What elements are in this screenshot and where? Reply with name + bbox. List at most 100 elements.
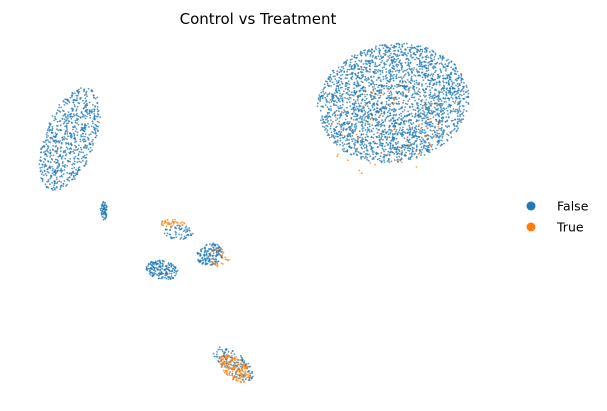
data-point — [54, 174, 57, 176]
data-point — [380, 138, 382, 141]
data-point — [73, 176, 75, 179]
data-point — [381, 119, 383, 121]
data-point — [416, 51, 419, 53]
data-point — [94, 123, 97, 126]
data-point — [363, 147, 366, 149]
data-point — [421, 65, 424, 68]
data-point — [201, 257, 204, 260]
data-point — [354, 93, 357, 96]
data-point — [349, 58, 352, 61]
data-point — [350, 116, 353, 119]
data-point — [396, 65, 399, 68]
data-point — [430, 73, 433, 75]
data-point — [446, 126, 449, 129]
data-point — [396, 118, 399, 121]
data-point — [452, 68, 455, 70]
data-point — [417, 125, 420, 128]
data-point — [357, 96, 359, 99]
data-point — [370, 129, 373, 132]
data-point — [456, 70, 459, 73]
data-point — [431, 148, 434, 151]
data-point — [217, 348, 220, 351]
data-point — [360, 156, 362, 159]
data-point — [371, 61, 373, 64]
data-point — [90, 112, 93, 114]
data-point — [62, 110, 65, 113]
data-point — [369, 53, 372, 56]
data-point — [440, 100, 443, 102]
data-point — [73, 152, 76, 155]
data-point — [448, 116, 450, 118]
data-point — [414, 152, 417, 155]
data-point — [378, 116, 380, 119]
data-point — [172, 264, 174, 266]
data-point — [84, 123, 86, 125]
data-point — [228, 371, 231, 373]
data-point — [346, 68, 349, 71]
data-point — [432, 67, 435, 70]
data-point — [365, 68, 367, 71]
data-point — [390, 74, 392, 76]
data-point — [84, 135, 86, 138]
data-point — [47, 127, 50, 130]
data-point — [359, 144, 362, 146]
data-point — [416, 63, 419, 66]
data-point — [354, 60, 357, 63]
data-point — [379, 114, 382, 116]
data-point — [390, 44, 393, 46]
data-point — [350, 138, 353, 141]
data-point — [413, 88, 415, 90]
data-point — [361, 110, 364, 113]
data-point — [240, 369, 243, 372]
data-point — [66, 133, 69, 135]
data-point — [449, 109, 452, 112]
data-point — [201, 247, 204, 250]
data-point — [419, 54, 422, 57]
data-point — [417, 93, 420, 96]
data-point — [398, 97, 401, 99]
data-point — [422, 88, 425, 91]
data-point — [226, 374, 229, 377]
data-point — [368, 125, 371, 128]
data-point — [396, 153, 398, 156]
data-point — [353, 111, 355, 113]
data-point — [454, 78, 457, 81]
data-point — [393, 102, 395, 105]
data-point — [458, 120, 461, 122]
data-point — [421, 140, 423, 143]
data-point — [411, 126, 414, 129]
data-point — [418, 135, 421, 138]
data-point — [413, 91, 416, 93]
data-point — [400, 51, 402, 54]
data-point — [169, 233, 172, 236]
data-point — [73, 167, 76, 169]
data-point — [84, 117, 87, 120]
data-point — [372, 90, 375, 92]
data-point — [375, 152, 377, 155]
data-point — [356, 80, 359, 83]
data-point — [334, 104, 336, 106]
data-point — [53, 181, 56, 183]
data-point — [57, 160, 59, 162]
data-point — [438, 135, 441, 137]
data-point — [83, 115, 85, 118]
data-point — [56, 150, 58, 153]
data-point — [208, 261, 211, 263]
data-point — [157, 274, 160, 277]
data-point — [395, 129, 398, 131]
data-point — [377, 120, 380, 123]
data-point — [346, 70, 348, 73]
data-point — [356, 84, 358, 87]
data-point — [153, 262, 155, 264]
data-point — [446, 139, 449, 142]
data-point — [56, 148, 59, 151]
data-point — [359, 152, 362, 155]
data-point — [156, 273, 159, 276]
data-point — [81, 123, 84, 126]
data-point — [232, 361, 235, 363]
data-point — [369, 162, 372, 164]
data-point — [323, 83, 326, 86]
data-point — [349, 105, 352, 107]
data-point — [388, 114, 391, 117]
